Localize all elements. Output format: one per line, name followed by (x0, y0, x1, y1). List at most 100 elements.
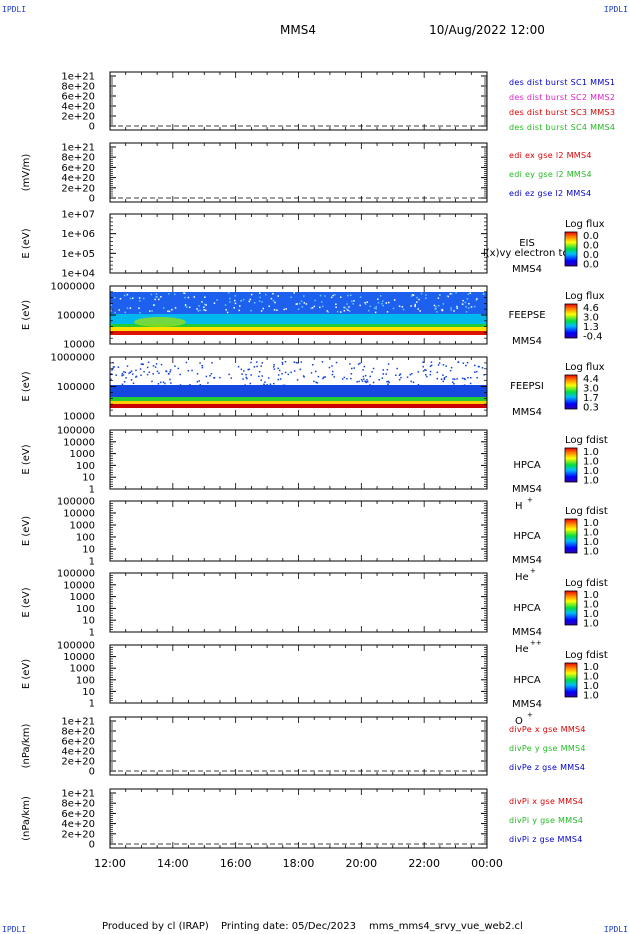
legend-entry: des dist burst SC1 MMS1 (509, 78, 615, 87)
spectrum-speck (117, 366, 120, 368)
spectrum-speck (189, 383, 191, 386)
instrument-label: MMS4 (512, 555, 542, 566)
spectrum-speck (201, 364, 204, 367)
x-tick-label: 18:00 (283, 857, 315, 870)
spectrum-speck (343, 376, 346, 379)
spectrum-speck (417, 308, 419, 310)
spectrum-speck (281, 363, 284, 365)
spectrum-speck (138, 297, 141, 299)
spectrum-speck (422, 365, 425, 368)
spectrum-speck (356, 381, 358, 383)
spectrum-speck (335, 361, 338, 364)
colorbar-tick-label: 1.0 (583, 619, 599, 630)
spectrum-speck (335, 306, 337, 308)
spectrum-speck (469, 292, 472, 295)
spectrum-speck (203, 309, 205, 311)
spectrum-speck (296, 303, 299, 305)
spectrum-speck (467, 307, 470, 309)
colorbar-tick-label: 3.0 (583, 313, 599, 324)
panel-feepsi: E (eV) 1000000 100000 10000 FEEPSI MMS4 Log fl… (21, 353, 605, 423)
colorbar-tick-label: 4.4 (583, 374, 599, 385)
spectrum-speck (285, 308, 287, 310)
species-charge: + (530, 567, 536, 575)
spectrum-speck (436, 311, 438, 313)
spectrum-speck (146, 366, 149, 369)
spectrum-speck (382, 304, 384, 307)
instrument-label: EIS (519, 238, 535, 249)
spectrum-speck (205, 304, 207, 306)
species-label: He (515, 572, 529, 583)
spectrum-band (110, 401, 487, 404)
spectrum-speck (153, 304, 156, 307)
spectrum-speck (273, 368, 276, 370)
spectrum-speck (295, 303, 298, 305)
spectrum-speck (300, 361, 302, 363)
spectrum-speck (273, 364, 275, 366)
panel-frame (109, 142, 488, 203)
spectrum-speck (456, 378, 458, 380)
spectrum-speck (336, 310, 339, 313)
instrument-label: HPCA (513, 603, 541, 614)
y-tick-label: 0 (89, 122, 95, 133)
spectrum-speck (386, 380, 388, 383)
spectrum-speck (169, 371, 171, 373)
spectrum-speck (388, 381, 390, 384)
spectrum-speck (256, 365, 258, 368)
instrument-label: FEEPSI (510, 381, 544, 392)
spectrum-speck (139, 300, 141, 302)
spectrum-speck (261, 301, 263, 303)
y-tick-label: 4e+20 (61, 102, 95, 113)
spectrum-speck (263, 384, 266, 387)
y-tick-label: 100000 (57, 641, 95, 652)
spectrum-speck (465, 311, 468, 313)
spectrum-speck (331, 373, 334, 376)
y-tick-label: 1000 (70, 592, 95, 603)
spectrum-speck (266, 384, 268, 386)
y-tick-label: 6e+20 (61, 92, 95, 103)
spectrum-speck (135, 376, 137, 378)
spectrum-speck (135, 375, 138, 378)
spectrum-speck (204, 303, 206, 306)
spectrum-speck (387, 383, 389, 385)
spectrum-speck (373, 307, 376, 309)
spectrum-speck (159, 381, 162, 384)
spectrum-speck (352, 303, 354, 305)
spectrum-speck (467, 293, 470, 295)
spectrum-speck (347, 294, 349, 297)
colorbar-title: Log fdist (565, 650, 608, 661)
spectrum-speck (238, 309, 241, 312)
species-label: He (515, 644, 529, 655)
spectrum-speck (234, 302, 237, 305)
spectrum-speck (443, 377, 446, 379)
spectrum-speck (456, 305, 458, 308)
spectrum-speck (129, 371, 132, 374)
legend-entry: edi ex gse l2 MMS4 (509, 151, 592, 160)
spectrum-speck (201, 366, 204, 369)
spectrum-speck (387, 363, 390, 365)
panel-frame (109, 644, 488, 704)
spectrum-speck (322, 377, 324, 380)
spectrum-speck (445, 375, 447, 378)
spectrum-speck (400, 376, 402, 379)
spectrum-speck (414, 304, 416, 307)
spectrum-speck (276, 309, 278, 311)
spectrum-speck (209, 374, 211, 377)
spectrum-speck (152, 365, 155, 367)
spectrum-speck (199, 362, 201, 364)
spectrum-speck (372, 381, 375, 384)
spectrum-speck (362, 375, 365, 378)
spectrum-speck (199, 384, 202, 386)
spectrum-speck (179, 384, 182, 386)
spectrum-speck (446, 295, 449, 297)
colorbar-tick-label: 1.0 (583, 466, 599, 477)
spectrum-speck (140, 363, 143, 365)
spectrum-speck (466, 298, 469, 300)
spectrum-speck (424, 374, 427, 376)
y-tick-label: 1000000 (50, 282, 95, 293)
spectrum-speck (187, 369, 190, 372)
spectrum-speck (225, 309, 227, 311)
legend-entry: des dist burst SC2 MMS2 (509, 93, 615, 102)
colorbar-tick-label: 1.0 (583, 600, 599, 611)
spectrum-speck (457, 361, 459, 363)
colorbar-tick-label: 0.0 (583, 241, 599, 252)
